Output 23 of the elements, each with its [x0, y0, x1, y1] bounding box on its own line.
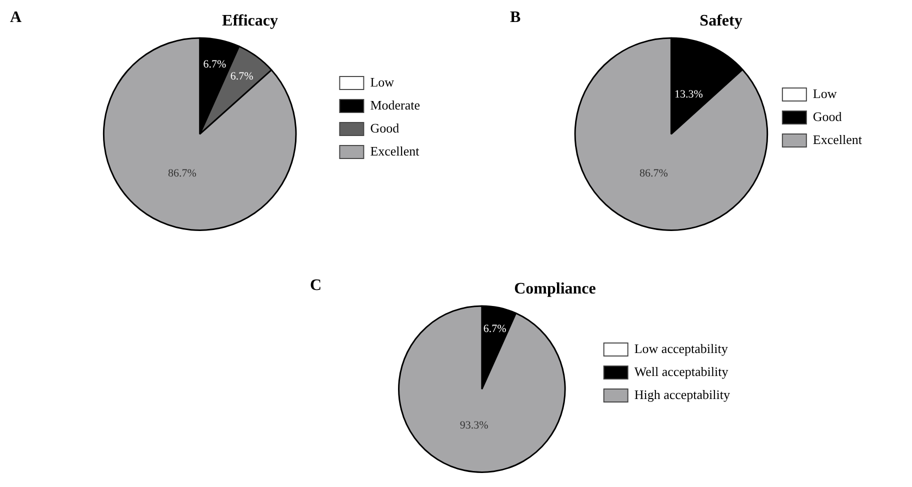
chart-title: Compliance	[514, 280, 596, 298]
legend-label: Low acceptability	[634, 340, 728, 356]
legend-label: Moderate	[370, 97, 420, 112]
chart-title: Efficacy	[222, 12, 278, 30]
legend-label: Good	[812, 108, 842, 124]
legend-label: Well acceptability	[634, 364, 729, 379]
data-label: 6.7%	[483, 322, 506, 335]
data-label: 86.7%	[639, 168, 668, 180]
text: B	[510, 9, 521, 26]
legend-label: Low	[812, 86, 838, 101]
text: A	[10, 9, 22, 26]
legend-label: Low	[370, 74, 395, 90]
legend-label: Good	[370, 120, 400, 136]
data-label: 86.7%	[168, 167, 196, 180]
legend-label: High acceptability	[634, 386, 730, 402]
legend-label: Excellent	[370, 143, 420, 158]
legend-label: Excellent	[812, 132, 862, 147]
data-label: 13.3%	[674, 88, 703, 100]
data-label: 6.7%	[230, 70, 254, 83]
text: C	[310, 277, 322, 294]
data-label: 93.3%	[460, 420, 488, 432]
chart-title: Safety	[700, 12, 742, 30]
data-label: 6.7%	[203, 58, 226, 70]
